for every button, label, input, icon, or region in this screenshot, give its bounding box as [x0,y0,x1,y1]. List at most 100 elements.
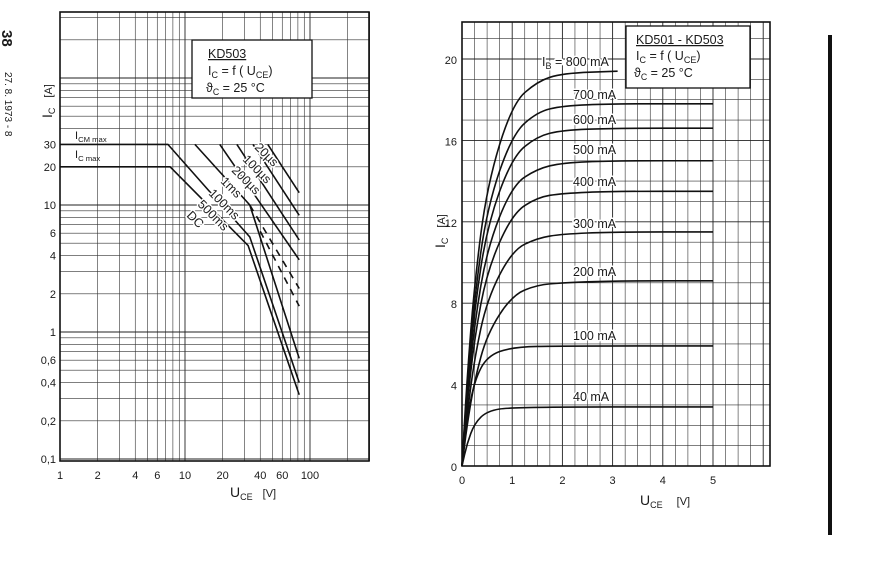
y-axis-label-unit: [A] [43,84,55,97]
info-box [625,25,751,89]
y-tick-label: 16 [445,136,457,148]
ib-curve-label: 200 mA [573,265,617,279]
info-formula-c: ) [696,49,700,63]
icm-max-label: ICM max [75,130,107,144]
icm-max-label-sub: CM max [78,135,107,144]
y-tick-label: 1 [50,327,56,339]
soa-curve-100µs [252,143,300,216]
info-formula-a: I [636,49,639,63]
date-stamp: 27. 8. 1973 - 8 [2,72,13,137]
info-temp-tail: = 25 °C [647,66,693,80]
ib-curve-label-value: 100 mA [573,329,617,343]
info-formula-a: I [208,64,211,78]
x-axis-label: UCE [V] [230,484,276,502]
ib-prefix-main: I [542,55,545,69]
x-tick-label: 6 [154,470,160,482]
info-formula-bsub: CE [256,70,269,80]
info-formula-bsub: CE [684,55,697,65]
y-tick-label: 12 [445,218,457,230]
x-tick-label: 1 [509,475,515,487]
ib-curve-label-value: 700 mA [573,88,617,102]
soa-curve-dashed-7 [249,204,300,289]
y-tick-label: 20 [44,162,56,174]
ib-curve-40mA [461,406,713,467]
x-tick-label: 1 [57,470,63,482]
icm-max-label-main: I [75,130,78,142]
y-tick-label: 4 [50,251,56,263]
info-temp-sub: C [641,72,647,82]
x-axis-label-main: U [230,484,240,500]
y-axis-label: IC [A] [432,214,450,248]
y-tick-label: 0 [451,462,457,474]
x-tick-label: 100 [301,470,319,482]
info-temp-main: ϑ [634,66,641,80]
y-tick-label: 30 [44,139,56,151]
y-tick-label: 0,1 [41,454,56,466]
x-tick-label: 0 [459,475,465,487]
x-tick-label: 2 [95,470,101,482]
ib-curve-label-value: 500 mA [573,143,617,157]
x-tick-label: 4 [660,475,666,487]
ic-max-label: IC max [75,149,100,163]
ib-curve-label: 100 mA [573,329,617,343]
soa-curve-1ms [219,143,300,261]
plot-frame [59,11,370,462]
ib-curve-label-value: 800 mA [566,55,610,69]
ib-curve-label: 40 mA [573,390,610,404]
ic-max-label-main: I [75,149,78,161]
y-tick-label: 8 [451,299,457,311]
y-tick-label: 0,4 [41,378,56,390]
ib-curve-label: 300 mA [573,217,617,231]
x-axis-label-main: U [640,492,650,508]
info-formula-b: = f ( U [646,49,684,63]
y-axis-label-sub: C [47,107,57,114]
info-formula: IC = f ( UCE) [636,49,701,65]
ib-curve-label-value: 40 mA [573,390,610,404]
page-number: 38 [0,30,15,47]
ic-max-label-sub: C max [78,154,100,163]
plot-frame [461,21,771,467]
ib-curve-label-value: 300 mA [573,217,617,231]
soa-curve-200µs [236,143,300,241]
ib-curve-label: 400 mA [573,175,617,189]
info-temp: ϑC = 25 °C [634,66,693,82]
right-margin-bar [828,35,832,535]
soa-curve-500ms [60,143,300,383]
y-tick-label: 0,6 [41,355,56,367]
y-axis-label: IC [A] [39,84,57,118]
x-axis-label: UCE [V] [640,492,690,510]
x-tick-label: 10 [179,470,191,482]
x-tick-label: 2 [559,475,565,487]
info-formula-asub: C [211,70,218,80]
info-formula: IC = f ( UCE) [208,64,273,80]
ib-curve-label-value: 600 mA [573,113,617,127]
x-axis-label-unit: [V] [677,496,690,508]
x-tick-label: 3 [610,475,616,487]
y-tick-label: 4 [451,381,457,393]
info-temp: ϑC = 25 °C [206,81,265,97]
ib-prefix-sub: B [545,61,551,71]
soa-curve-dashed-8 [259,231,300,307]
info-title: KD501 - KD503 [636,33,724,47]
soa-curve-DC [60,166,300,396]
y-axis-label-sub: C [440,237,450,244]
x-tick-label: 60 [276,470,288,482]
x-tick-label: 20 [217,470,229,482]
y-tick-label: 10 [44,200,56,212]
y-axis-label-main: I [432,244,448,248]
y-axis-label-main: I [39,114,55,118]
soa-curve-20µs [267,143,300,194]
info-formula-b: = f ( U [218,64,256,78]
y-tick-label: 2 [50,289,56,301]
x-tick-label: 5 [710,475,716,487]
ib-curve-label-value: 400 mA [573,175,617,189]
ib-curve-400mA [461,190,713,467]
x-axis-label-unit: [V] [263,488,276,500]
x-tick-label: 40 [254,470,266,482]
y-tick-label: 20 [445,55,457,67]
info-title: KD503 [208,47,246,61]
y-axis-label-unit: [A] [436,214,448,227]
ib-curve-label: IB = 800 mA [542,55,609,71]
y-tick-label: 0,2 [41,416,56,428]
